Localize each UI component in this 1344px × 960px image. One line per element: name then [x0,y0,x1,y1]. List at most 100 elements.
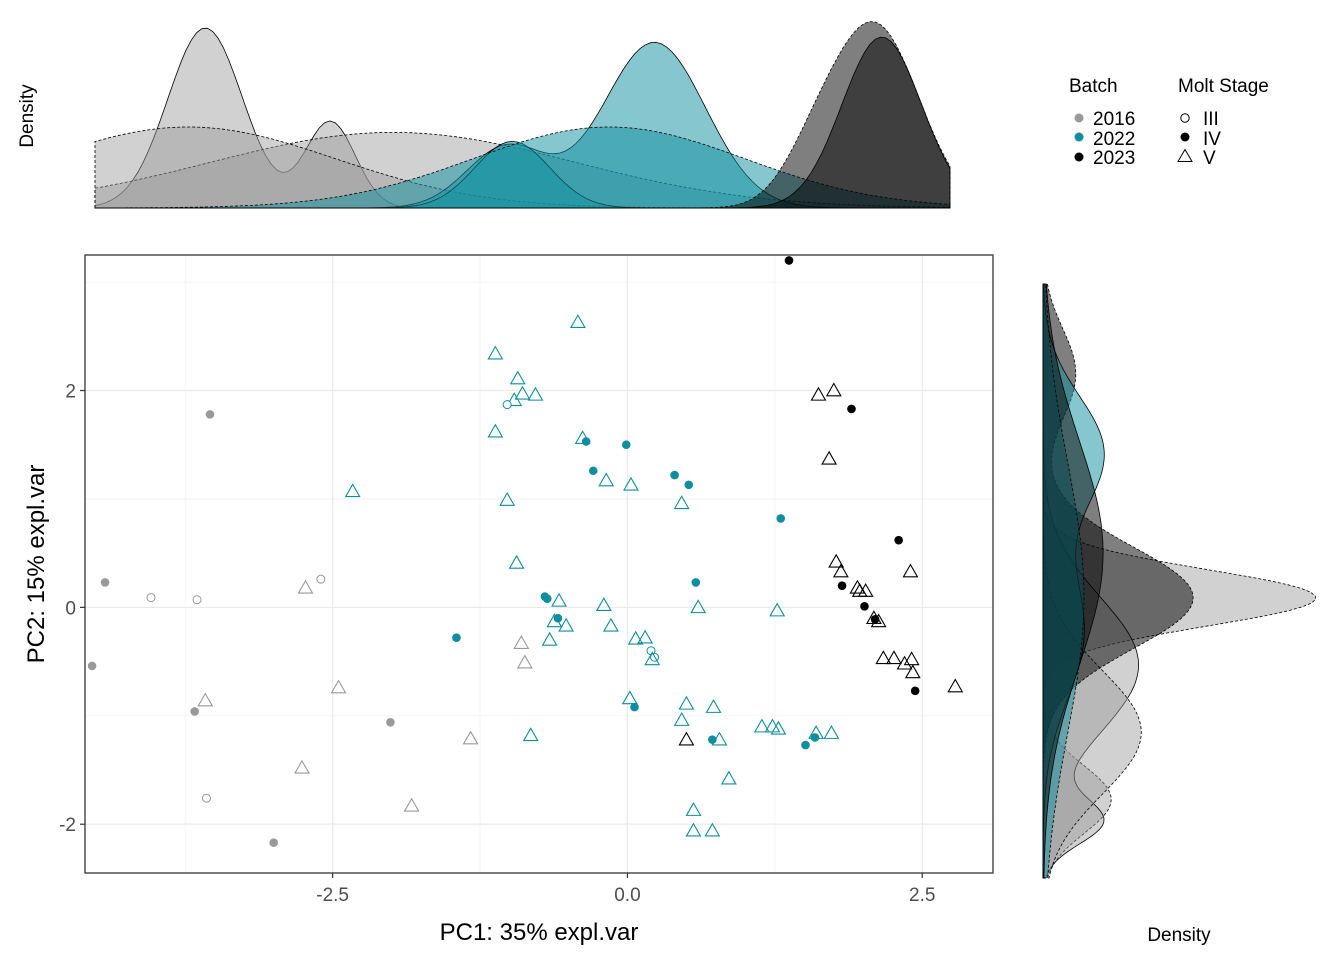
data-point [947,678,964,693]
data-point [810,733,820,742]
data-point [684,480,694,490]
y-tick-label: 2 [65,382,76,403]
x-axis-ticks: -2.5 0.0 2.5 [316,873,935,906]
data-point [823,725,840,739]
data-point [192,595,202,605]
data-point [542,594,552,603]
legend-label-iii: III [1203,109,1219,130]
legend-label-2022: 2022 [1093,129,1135,150]
top-density-curve [95,36,951,209]
data-point [386,717,395,727]
y-axis-ticks: -2 0 2 [59,382,85,836]
data-point [828,553,845,568]
top-density-curve [94,126,951,209]
data-point [894,535,903,545]
data-point [832,563,849,578]
right-density-axis-title: Density [1147,925,1211,946]
data-point [627,630,644,645]
data-point [720,770,737,785]
legend-key-2022 [1074,132,1084,142]
data-point [685,822,702,837]
legend-key-iv [1180,132,1190,142]
data-point [837,581,847,590]
data-point [205,410,215,419]
data-point [821,450,838,465]
plot-border [84,254,994,874]
data-point [508,554,525,569]
y-tick-label: 0 [65,598,76,619]
x-tick-label: 0.0 [614,885,640,906]
legend-label-v: V [1203,148,1216,169]
data-point [100,578,110,587]
data-point [847,404,856,414]
data-point [770,720,787,735]
data-point [502,400,512,410]
data-point [588,466,598,476]
legend-label-iv: IV [1203,129,1221,150]
data-point [546,613,563,628]
top-density-panel [94,21,951,209]
data-point [704,822,721,837]
data-point [623,476,639,491]
data-point [330,679,347,694]
data-point [499,491,516,506]
data-point [784,256,794,265]
data-point [462,730,479,745]
data-point [87,661,97,671]
top-density-axis-title: Density [17,84,38,148]
y-axis-title: PC2: 15% expl.var [23,465,50,664]
legend-key-v [1177,148,1193,162]
right-density-panel [1042,283,1316,879]
data-point [316,574,326,584]
legend-key-iii [1180,113,1190,123]
plot-background [85,255,993,873]
data-point [644,651,661,666]
data-point [896,655,913,670]
data-point [705,699,722,713]
gridlines [85,255,993,873]
data-point [910,686,920,696]
data-point [294,759,310,774]
data-point [595,597,612,612]
data-point [753,718,770,733]
y-tick-label: -2 [59,815,76,836]
data-point [190,707,199,716]
data-point [513,635,530,649]
data-point [875,650,892,665]
legend-title-molt-stage: Molt Stage [1178,76,1269,97]
data-point [621,690,638,705]
data-point [769,602,786,617]
x-tick-label: -2.5 [316,885,349,906]
data-point [558,617,575,632]
data-point [569,314,586,329]
data-point [146,593,156,603]
data-point [691,578,701,587]
data-point [678,695,695,710]
data-point [506,392,523,407]
data-point [637,629,654,644]
data-point [801,740,810,750]
data-point [776,514,786,523]
data-point [581,437,591,446]
scatter-points [87,256,964,847]
data-point [904,664,921,679]
data-point [452,633,461,643]
data-point [825,382,842,397]
x-tick-label: 2.5 [909,885,935,906]
data-point [678,731,695,746]
data-point [851,582,868,597]
data-point [711,731,728,746]
legend-key-2016 [1074,113,1084,123]
right-density-curve [1042,283,1104,879]
data-point [885,650,902,665]
data-point [297,579,314,594]
legend-label-2023: 2023 [1093,148,1135,169]
data-point [509,370,526,385]
data-point [860,601,869,611]
data-point [810,386,827,401]
legend-title-batch: Batch [1069,76,1118,97]
data-point [690,599,707,614]
data-point [514,385,531,400]
data-point [403,797,420,812]
